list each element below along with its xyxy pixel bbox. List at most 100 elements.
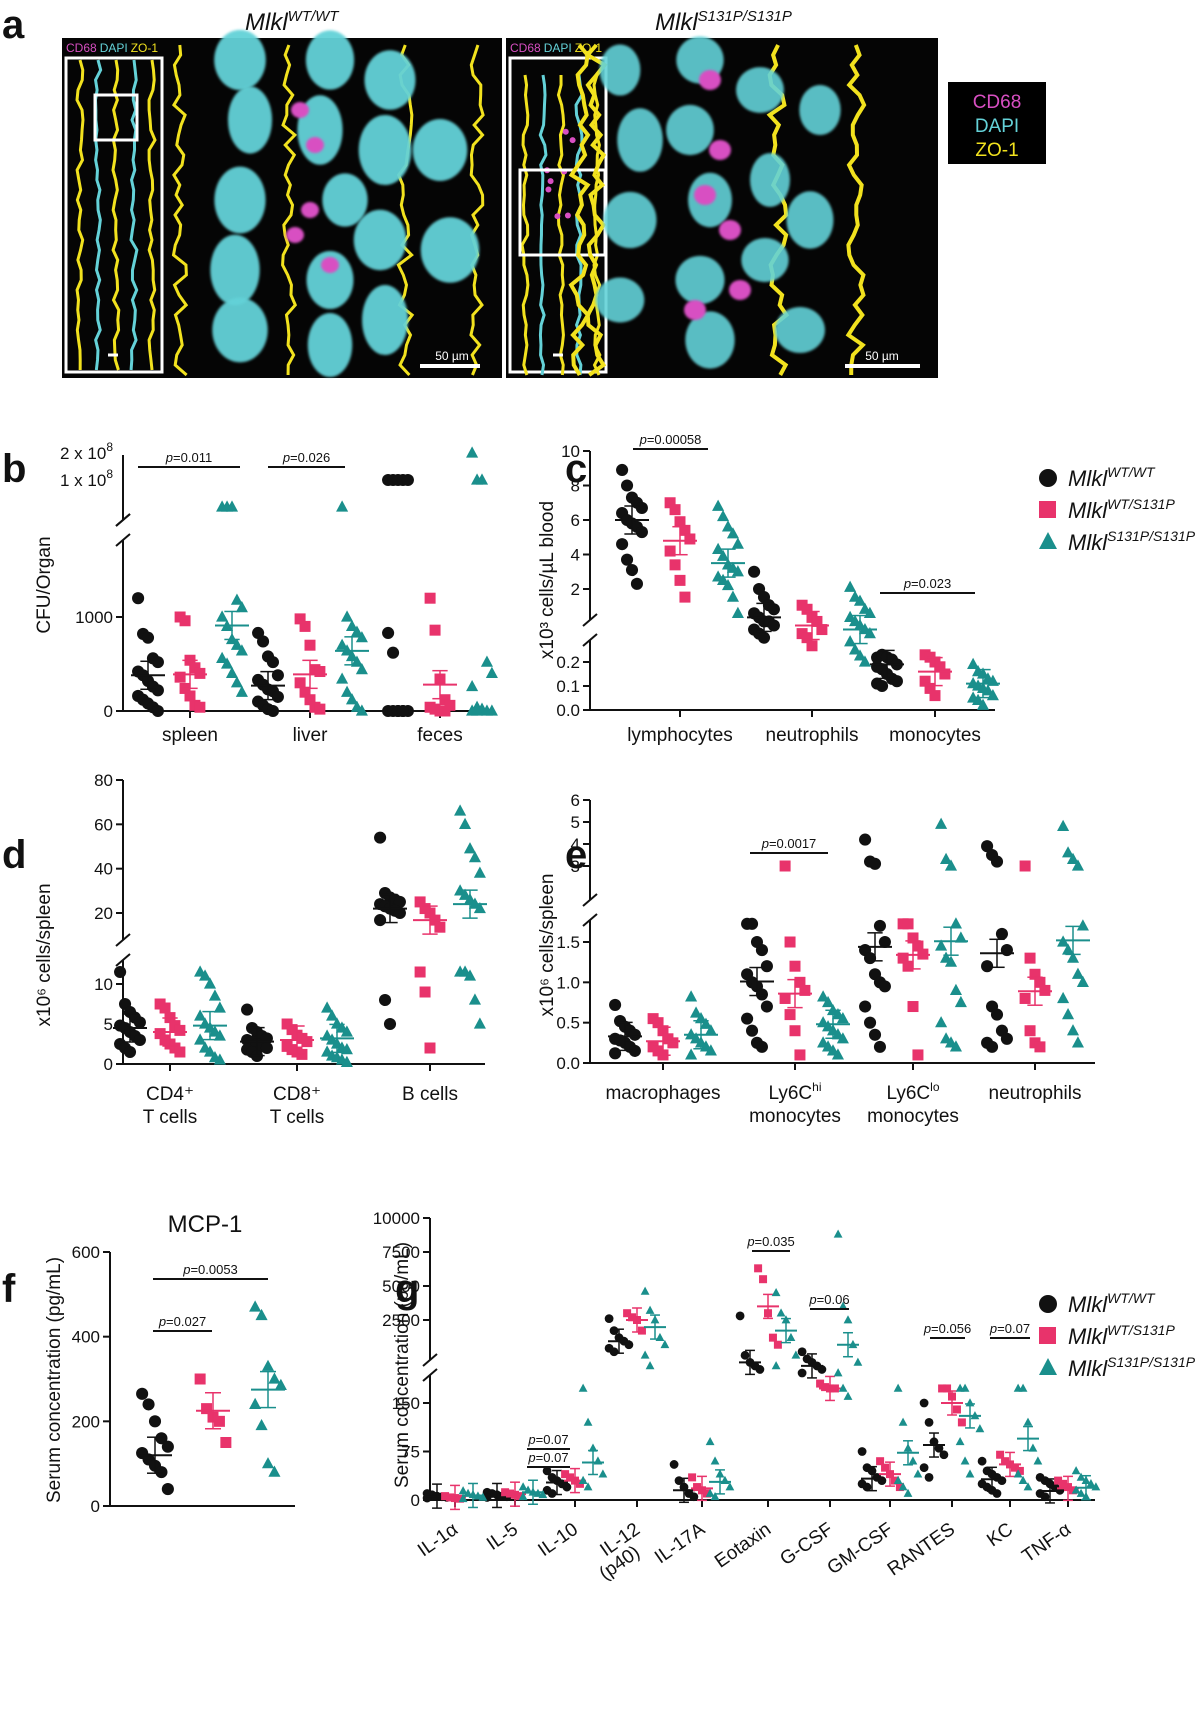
e-category-label: macrophages xyxy=(605,1083,720,1104)
g-pvalue: p=0.035 xyxy=(746,1234,794,1249)
micrograph-texture xyxy=(786,191,834,249)
b-point xyxy=(257,635,270,648)
e-point xyxy=(944,859,958,871)
g-point xyxy=(771,1361,781,1370)
c-point xyxy=(669,504,681,516)
micrograph-texture xyxy=(564,212,571,219)
b-point xyxy=(216,651,229,663)
micrograph-texture xyxy=(699,70,721,90)
e-point xyxy=(794,1049,806,1061)
g-point xyxy=(960,1456,970,1465)
b-point xyxy=(304,639,316,651)
b-point xyxy=(266,704,280,718)
c-pvalue: p=0.023 xyxy=(903,576,951,591)
b-point xyxy=(471,704,484,716)
g-point xyxy=(992,1489,1002,1498)
f-point xyxy=(249,1397,262,1410)
c-y-axis-label: x10³ cells/µL blood xyxy=(537,501,558,659)
micrograph-texture xyxy=(709,140,731,160)
b-point xyxy=(174,671,186,683)
g-y-tick-label: 2500 xyxy=(382,1311,420,1330)
c-point xyxy=(674,574,686,586)
legend-label-mut-g: MlklS131P/S131P xyxy=(1068,1354,1196,1381)
b-category-label: spleen xyxy=(162,725,218,746)
e-point xyxy=(1066,951,1080,963)
d-category-label: CD4⁺ xyxy=(146,1084,194,1105)
g-point xyxy=(754,1264,763,1273)
b-point xyxy=(235,601,248,613)
e-point xyxy=(944,955,958,967)
micrograph-texture xyxy=(306,137,324,153)
b-point xyxy=(194,701,206,713)
d-y-tick-label: 60 xyxy=(94,815,113,834)
e-point xyxy=(1071,967,1084,979)
c-point xyxy=(806,640,818,652)
g-point xyxy=(566,1473,575,1482)
c-point xyxy=(712,542,725,554)
legend-marker-wt-g xyxy=(1039,1295,1057,1313)
c-point xyxy=(621,479,634,492)
d-point xyxy=(468,850,481,863)
legend-label-het: MlklWT/S131P xyxy=(1068,496,1175,523)
d-point xyxy=(379,993,392,1007)
b-point xyxy=(141,631,155,644)
micro-title-wt: MlklWT/WT xyxy=(245,8,340,36)
c-point xyxy=(717,573,730,585)
g-point xyxy=(939,1450,949,1460)
micrograph-texture xyxy=(729,280,751,300)
micrograph-texture xyxy=(396,44,415,377)
g-point xyxy=(853,1357,863,1366)
scale-label-mut: 50 µm xyxy=(865,349,899,363)
g-point xyxy=(881,1463,890,1472)
d-y-tick-label: 80 xyxy=(94,771,113,790)
c-point xyxy=(849,643,862,655)
g-point xyxy=(857,1447,867,1456)
b-y-tick-label: 1 x 108 xyxy=(60,467,113,490)
g-point xyxy=(455,1494,464,1503)
g-point xyxy=(977,1456,987,1466)
c-category-label: monocytes xyxy=(889,725,981,746)
d-point xyxy=(281,1018,293,1030)
c-point xyxy=(939,668,951,680)
b-y-tick-label: 0 xyxy=(104,702,113,721)
d-point xyxy=(123,1045,137,1059)
g-point xyxy=(645,1361,655,1370)
g-point xyxy=(797,1368,807,1378)
legend-label-wt: MlklWT/WT xyxy=(1068,464,1156,491)
f-y-tick-label: 0 xyxy=(91,1497,100,1516)
g-point xyxy=(578,1383,588,1392)
c-point xyxy=(876,679,889,693)
micrograph-texture xyxy=(75,59,85,371)
f-point xyxy=(201,1403,213,1415)
d-point xyxy=(463,842,477,854)
b-point xyxy=(216,610,229,622)
g-point xyxy=(934,1443,944,1453)
g-point xyxy=(771,1288,781,1297)
g-point xyxy=(689,1492,699,1502)
g-point xyxy=(458,1493,468,1503)
b-point xyxy=(189,662,201,674)
b-point xyxy=(341,610,354,622)
g-category-label: GM-CSF xyxy=(824,1519,897,1579)
g-point xyxy=(624,1340,634,1350)
b-category-label: liver xyxy=(293,725,329,746)
f-point xyxy=(220,1437,232,1448)
b-point xyxy=(266,656,280,669)
g-point xyxy=(833,1229,843,1238)
f-point xyxy=(142,1398,155,1411)
d-point xyxy=(203,977,217,989)
b-axis-break xyxy=(115,513,131,527)
g-point xyxy=(797,1347,807,1357)
e-y-tick-label: 5 xyxy=(571,813,580,832)
legend-label-het-g: MlklWT/S131P xyxy=(1068,1322,1175,1349)
g-y-tick-label: 0 xyxy=(411,1491,420,1510)
e-point xyxy=(949,1040,962,1052)
c-point xyxy=(616,463,629,477)
c-point xyxy=(684,533,696,545)
g-pvalue: p=0.06 xyxy=(808,1292,849,1307)
b-point xyxy=(424,592,436,604)
micrograph-texture xyxy=(307,312,353,378)
g-point xyxy=(755,1365,765,1374)
e-point xyxy=(755,1040,768,1053)
g-category-label: IL-5 xyxy=(483,1519,522,1555)
